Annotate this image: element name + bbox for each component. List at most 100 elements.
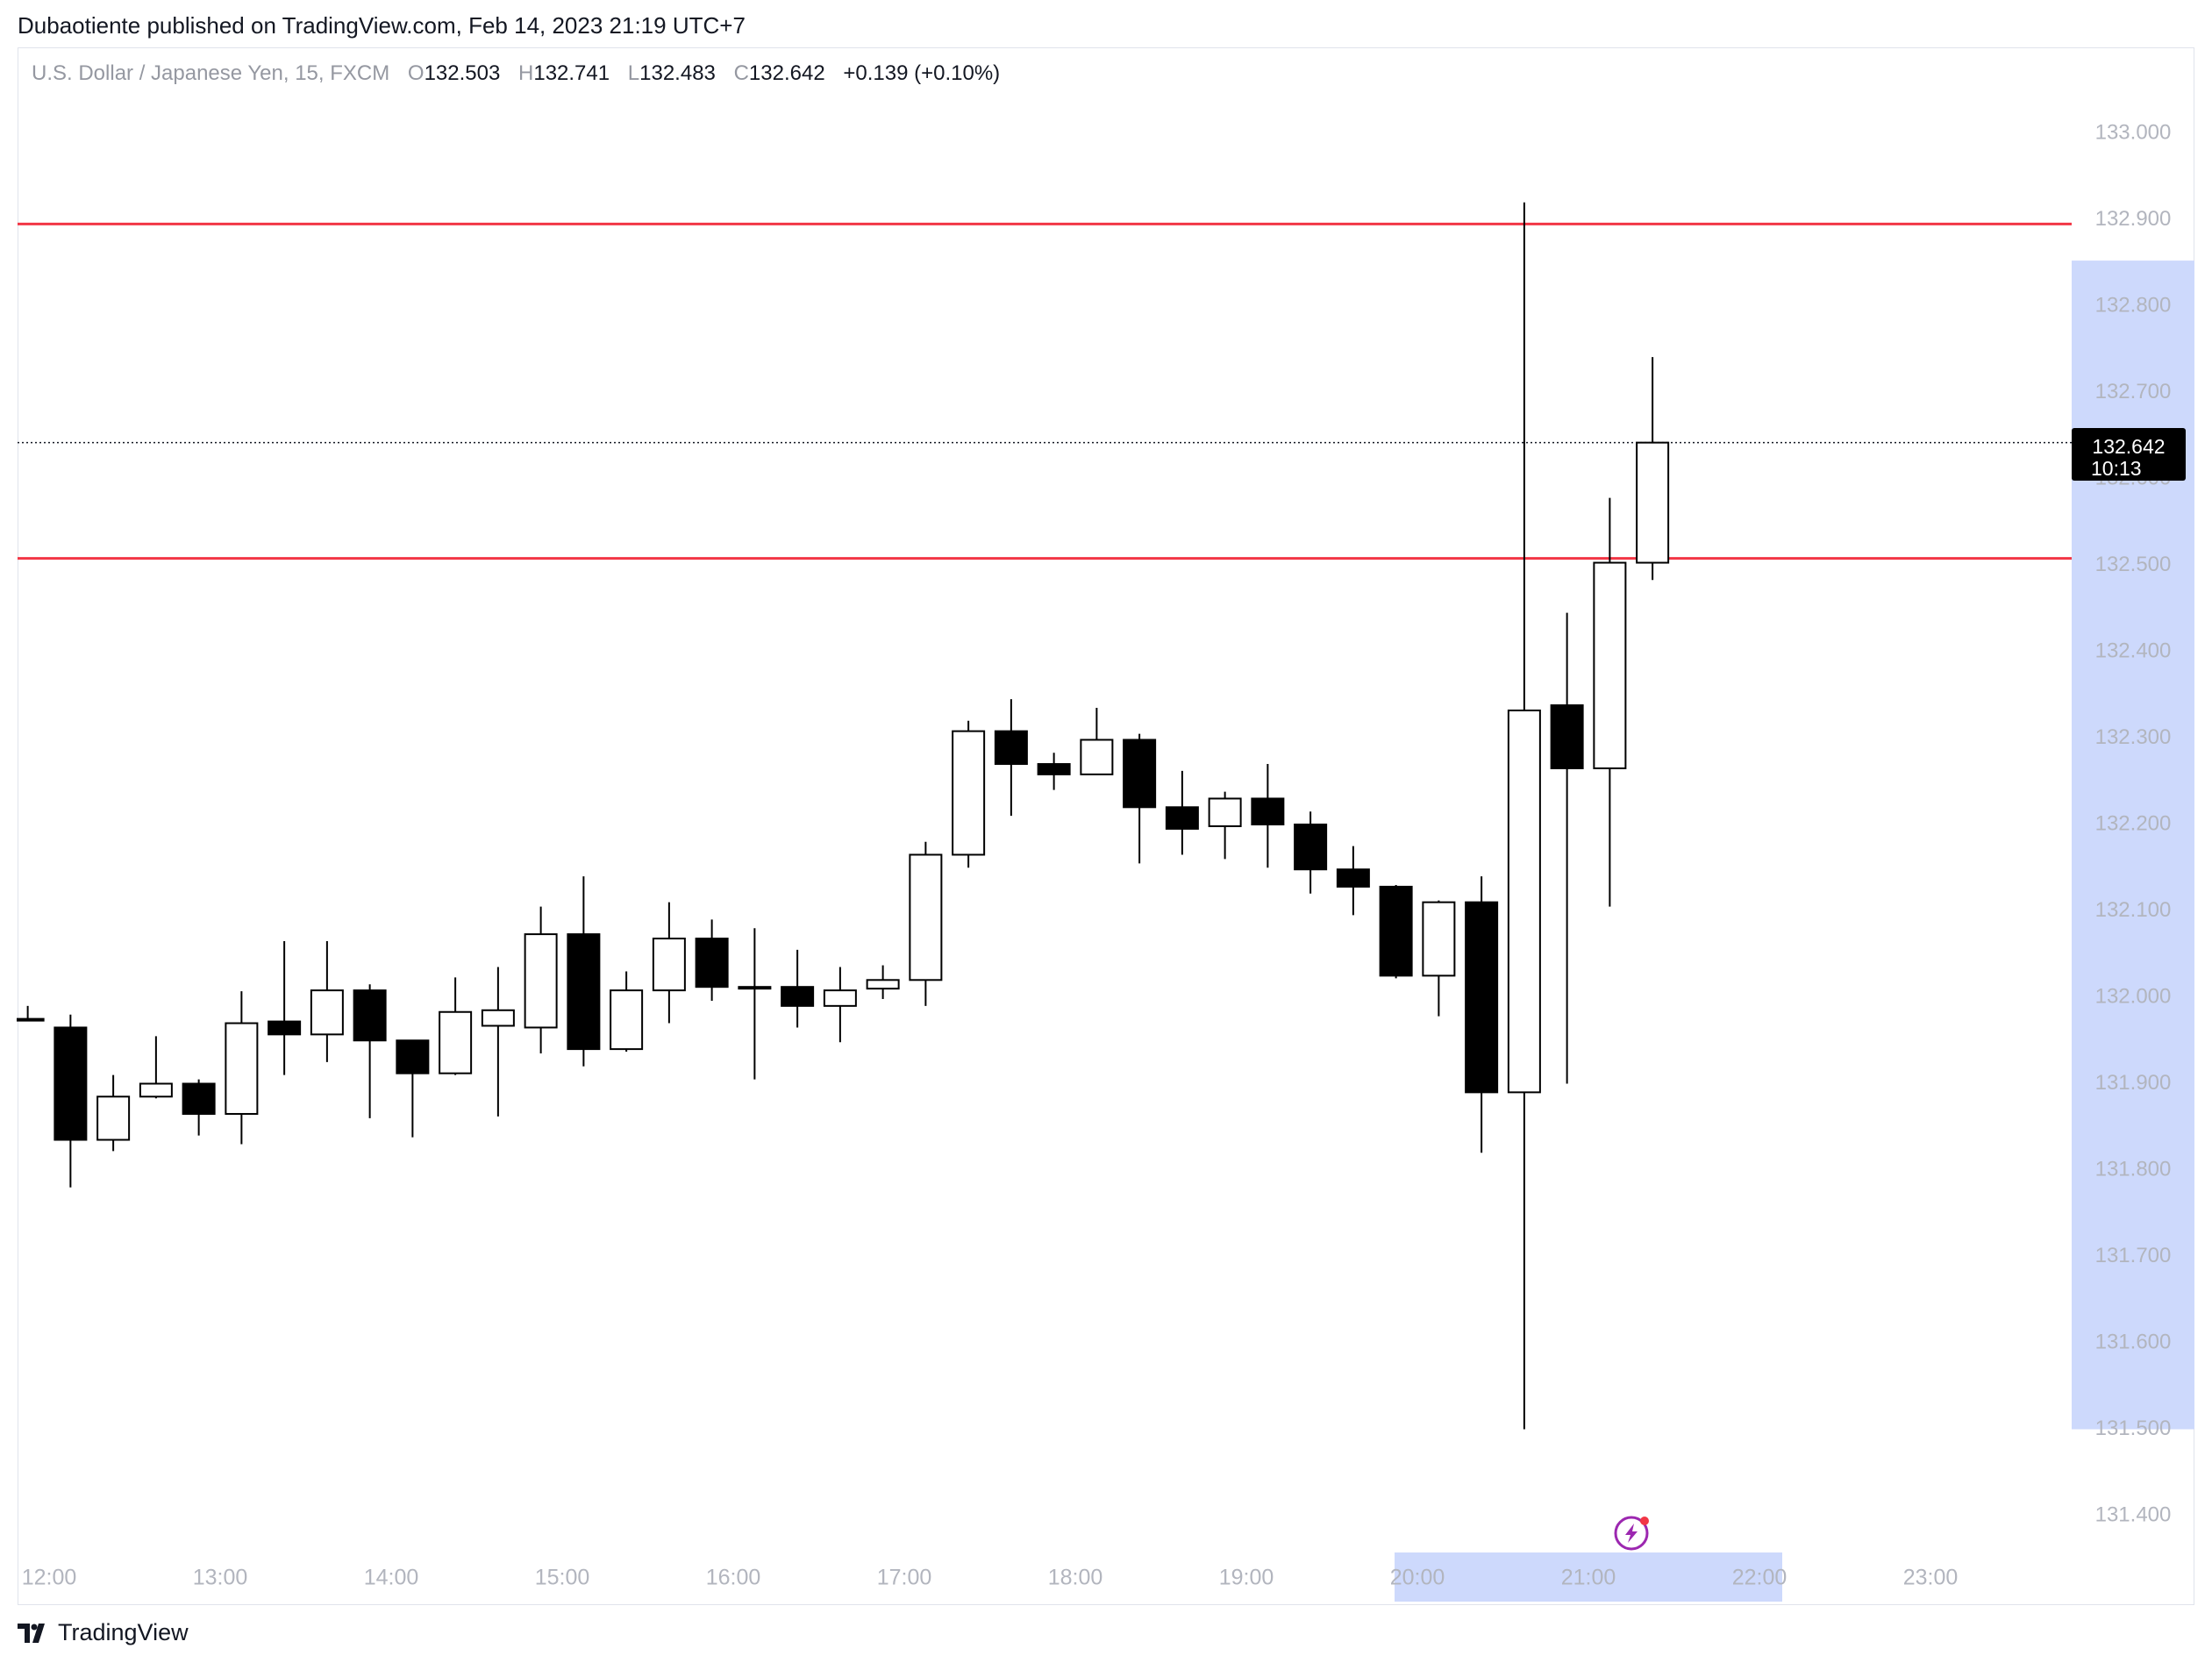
candle[interactable]: [1080, 708, 1114, 775]
open-label: O: [407, 61, 425, 85]
candle[interactable]: [182, 1079, 216, 1136]
candle-body: [353, 989, 387, 1042]
x-tick-label: 16:00: [706, 1566, 761, 1590]
candle[interactable]: [1123, 733, 1157, 864]
candle-body: [1636, 441, 1670, 564]
candle-body: [1507, 709, 1541, 1094]
candle[interactable]: [54, 1014, 88, 1188]
candle[interactable]: [1636, 357, 1670, 581]
candle[interactable]: [1037, 753, 1071, 790]
candle-body: [652, 938, 686, 992]
candle[interactable]: [268, 940, 302, 1075]
candle-body: [866, 979, 900, 990]
candle[interactable]: [781, 949, 815, 1028]
candle[interactable]: [524, 906, 558, 1054]
last-price-tag-countdown: 10:13: [2091, 457, 2142, 480]
candle-body: [994, 730, 1028, 766]
candle[interactable]: [310, 940, 344, 1062]
candle-body: [1165, 806, 1199, 830]
tradingview-logo-icon: [18, 1623, 45, 1643]
candle[interactable]: [1294, 811, 1328, 894]
candle-body: [738, 986, 772, 990]
candle[interactable]: [1165, 770, 1199, 855]
candle[interactable]: [396, 1039, 430, 1138]
last-price-tag: [2072, 428, 2186, 481]
y-tick-label: 132.800: [2095, 293, 2172, 317]
candle-body: [1294, 824, 1328, 871]
x-axis-range-highlight: [1395, 1552, 1782, 1602]
symbol-name[interactable]: U.S. Dollar / Japanese Yen, 15, FXCM: [32, 61, 390, 85]
candle[interactable]: [96, 1074, 131, 1152]
candle[interactable]: [738, 928, 772, 1080]
candle[interactable]: [567, 876, 601, 1067]
candle-body: [524, 933, 558, 1029]
candle-body: [268, 1020, 302, 1036]
candle[interactable]: [652, 902, 686, 1024]
candle-body: [1465, 901, 1499, 1094]
last-price-tag-value: 132.642: [2092, 435, 2165, 458]
candle-body: [396, 1039, 430, 1074]
candle-body: [1080, 739, 1114, 775]
candle-body: [139, 1082, 173, 1098]
candle-body: [952, 730, 986, 856]
y-tick-label: 132.500: [2095, 553, 2172, 576]
candle[interactable]: [952, 720, 986, 868]
candle[interactable]: [17, 1005, 45, 1022]
x-tick-label: 17:00: [877, 1566, 932, 1590]
candle[interactable]: [139, 1036, 173, 1099]
candle-body: [1593, 561, 1627, 769]
candle[interactable]: [1251, 764, 1285, 868]
x-tick-label: 18:00: [1048, 1566, 1103, 1590]
candle[interactable]: [1465, 876, 1499, 1153]
candle[interactable]: [1422, 900, 1456, 1017]
low-label: L: [627, 61, 640, 85]
candle-body: [439, 1010, 473, 1074]
x-tick-label: 14:00: [364, 1566, 419, 1590]
candle[interactable]: [1208, 791, 1242, 860]
x-tick-label: 15:00: [535, 1566, 590, 1590]
candle[interactable]: [439, 977, 473, 1075]
footer-branding[interactable]: TradingView: [18, 1619, 189, 1646]
candle[interactable]: [1336, 846, 1370, 916]
candle[interactable]: [353, 984, 387, 1118]
candle-body: [1379, 885, 1413, 977]
x-tick-label: 19:00: [1219, 1566, 1274, 1590]
candle[interactable]: [225, 991, 259, 1145]
candle-body: [1037, 763, 1071, 775]
open-value: 132.503: [424, 61, 501, 85]
y-tick-label: 132.200: [2095, 811, 2172, 835]
change-value: +0.139 (+0.10%): [843, 61, 1001, 85]
y-tick-label: 132.900: [2095, 207, 2172, 231]
candle[interactable]: [866, 965, 900, 999]
candle-body: [225, 1022, 259, 1115]
candle[interactable]: [695, 919, 729, 1001]
candle-body: [1422, 901, 1456, 977]
close-value: 132.642: [748, 61, 825, 85]
candle-body: [781, 986, 815, 1007]
candle[interactable]: [610, 971, 644, 1053]
candle[interactable]: [823, 967, 857, 1043]
candle-body: [1550, 704, 1584, 769]
candle[interactable]: [1593, 497, 1627, 907]
candle[interactable]: [1507, 202, 1541, 1430]
y-tick-label: 131.800: [2095, 1157, 2172, 1181]
candle[interactable]: [1379, 884, 1413, 979]
close-label: C: [733, 61, 749, 85]
candle-body: [96, 1096, 131, 1141]
candle-body: [909, 853, 943, 981]
y-tick-label: 131.400: [2095, 1502, 2172, 1526]
y-tick-label: 131.600: [2095, 1330, 2172, 1353]
x-tick-label: 23:00: [1903, 1566, 1959, 1590]
candle-body: [1123, 739, 1157, 809]
y-tick-label: 132.300: [2095, 725, 2172, 749]
lightning-icon[interactable]: [1614, 1516, 1649, 1551]
candle[interactable]: [994, 699, 1028, 817]
y-tick-label: 133.000: [2095, 120, 2172, 144]
candle[interactable]: [481, 967, 515, 1117]
candle[interactable]: [909, 841, 943, 1006]
candle[interactable]: [1550, 612, 1584, 1084]
published-byline: Dubaotiente published on TradingView.com…: [18, 12, 746, 39]
candle-body: [1336, 868, 1370, 888]
y-tick-label: 132.400: [2095, 639, 2172, 662]
